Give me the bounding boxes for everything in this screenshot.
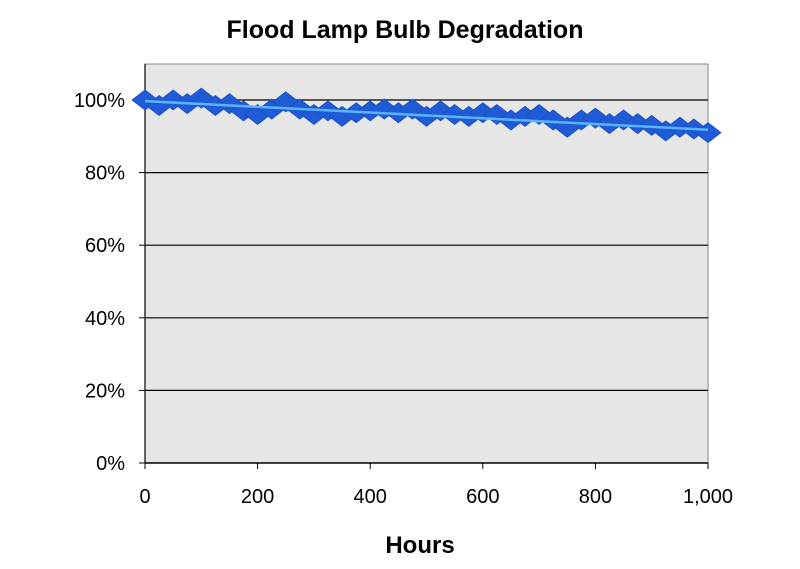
axes	[144, 64, 708, 464]
x-axis-label: Hours	[385, 532, 454, 559]
x-tick-label-1: 200	[241, 486, 274, 508]
grid-lines	[145, 99, 708, 391]
y-tick-label-4: 80%	[85, 163, 125, 185]
x-tick-label-3: 600	[466, 486, 499, 508]
data-point-32	[581, 107, 610, 129]
y-tick-label-2: 40%	[85, 308, 125, 330]
x-tick-label-4: 800	[579, 486, 612, 508]
plot-area	[144, 63, 709, 464]
x-tick-label-5: 1,000	[683, 486, 733, 508]
y-tick-label-0: 0%	[96, 453, 125, 475]
y-tick-label-1: 20%	[85, 380, 125, 402]
y-axis-ticks: 0% 20% 40% 60% 80% 100%	[74, 90, 145, 475]
y-tick-label-5: 100%	[74, 90, 125, 112]
chart-title: Flood Lamp Bulb Degradation	[227, 16, 584, 44]
y-tick-label-3: 60%	[85, 235, 125, 257]
x-tick-label-2: 400	[354, 486, 387, 508]
trendline-line	[144, 99, 709, 132]
trendline	[144, 99, 709, 132]
x-axis-ticks: 0 200 400 600 800 1,000	[139, 463, 733, 508]
x-tick-label-0: 0	[139, 486, 150, 508]
